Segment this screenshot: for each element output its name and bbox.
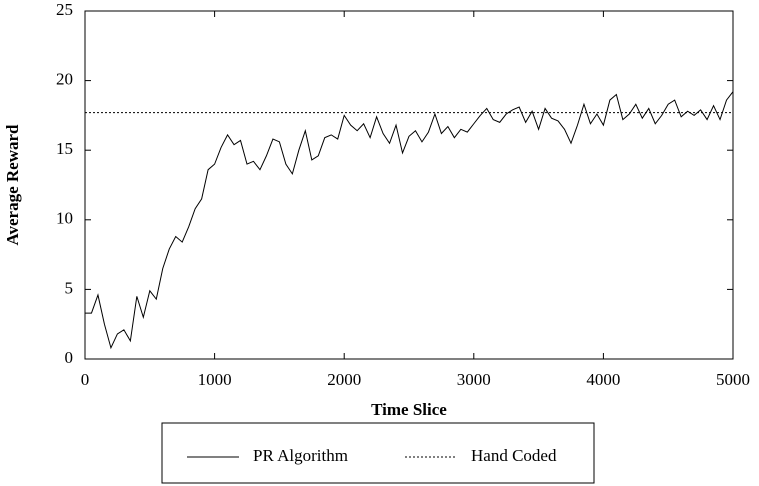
y-tick-label: 5 — [65, 278, 74, 297]
x-tick-label: 0 — [81, 370, 90, 389]
legend-box — [161, 422, 595, 484]
legend-label: PR Algorithm — [253, 446, 348, 465]
y-tick-label: 0 — [65, 348, 74, 367]
x-tick-label: 4000 — [586, 370, 620, 389]
x-tick-label: 1000 — [198, 370, 232, 389]
y-tick-label: 25 — [56, 0, 73, 19]
x-tick-label: 5000 — [716, 370, 750, 389]
x-tick-label: 3000 — [457, 370, 491, 389]
data-line — [85, 91, 734, 350]
plot-frame — [84, 10, 734, 360]
legend-label: Hand Coded — [471, 446, 557, 465]
y-tick-label: 10 — [56, 209, 73, 228]
x-axis-label: Time Slice — [371, 400, 447, 419]
y-tick-label: 20 — [56, 70, 73, 89]
x-tick-label: 2000 — [327, 370, 361, 389]
y-axis-label: Average Reward — [3, 124, 22, 246]
y-tick-label: 15 — [56, 139, 73, 158]
